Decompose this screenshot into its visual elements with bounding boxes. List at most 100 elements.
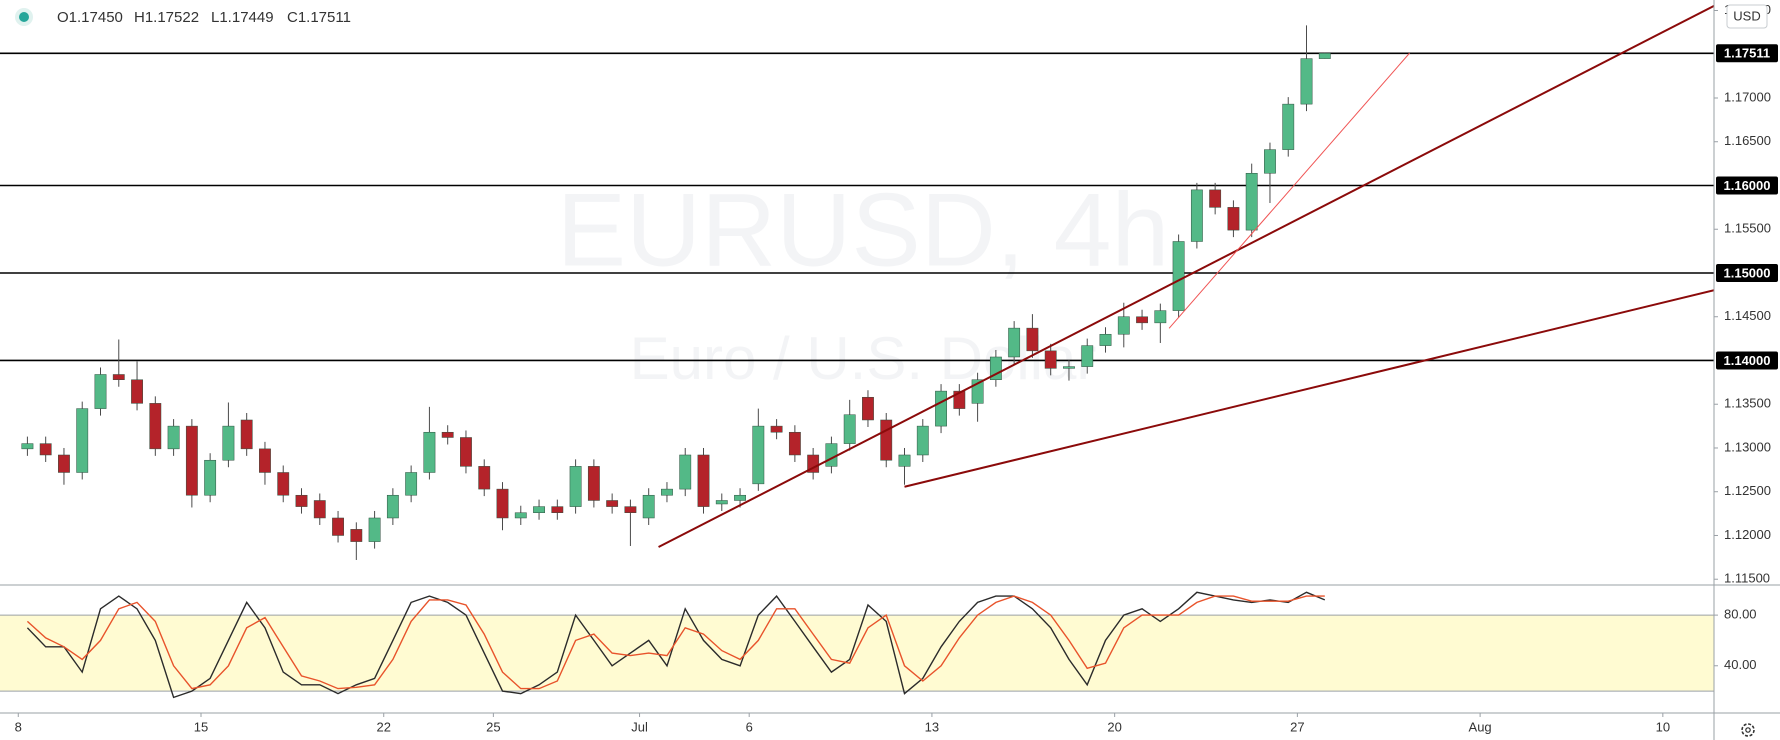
stochastic-line	[26, 595, 1325, 690]
y-tick-label: 1.12500	[1724, 483, 1771, 498]
currency-box[interactable]	[1726, 4, 1768, 29]
trendline	[658, 4, 1714, 548]
currency-label[interactable]: USD	[1733, 8, 1760, 23]
candle-body	[185, 425, 198, 496]
candle-body	[770, 425, 783, 433]
settings-gear[interactable]	[1741, 723, 1755, 737]
candle-body	[204, 459, 217, 496]
settings-button[interactable]	[1741, 723, 1755, 737]
candle-body	[332, 517, 344, 536]
candle-body	[953, 390, 966, 409]
candle-body	[131, 379, 143, 404]
candle-body	[880, 419, 893, 461]
level-label: 1.15000	[1724, 265, 1771, 280]
candle-body	[39, 443, 52, 456]
candle-body	[76, 408, 89, 473]
header-close: C1.17511	[287, 9, 351, 26]
candle-body	[661, 488, 673, 496]
trendline	[1168, 52, 1410, 329]
x-tick-label: 27	[1290, 719, 1304, 734]
candle-body	[1099, 333, 1112, 346]
level-label-box	[1716, 176, 1778, 195]
candle-body	[1227, 207, 1240, 231]
level-label-box	[1716, 351, 1778, 370]
price-pane	[0, 4, 1714, 560]
candle-body	[496, 488, 509, 519]
stochastic-pane	[0, 591, 1714, 699]
candle-body	[460, 437, 472, 467]
candle-body	[569, 466, 582, 507]
level-label: 1.16000	[1724, 178, 1771, 193]
settings-gear-hub[interactable]	[1745, 727, 1751, 733]
candle-body	[1008, 327, 1021, 358]
candle-body	[21, 443, 34, 450]
x-tick-label: 22	[376, 719, 390, 734]
candle-body	[862, 396, 874, 421]
candle-body	[1063, 366, 1075, 369]
x-tick-label: 8	[15, 719, 22, 734]
y-tick-label: 1.13500	[1724, 396, 1771, 411]
x-tick-label: 6	[746, 719, 753, 734]
y-tick-label: 1.17000	[1724, 89, 1771, 104]
candle-body	[112, 374, 125, 380]
candle-body	[350, 529, 363, 542]
candle-body	[167, 425, 180, 450]
candle-body	[441, 431, 454, 438]
candle-body	[752, 425, 765, 485]
candle-body	[405, 472, 418, 496]
header-open: O1.17450	[57, 9, 123, 26]
trendline	[904, 289, 1714, 488]
header-high: H1.17522	[134, 9, 199, 26]
x-tick-label: 10	[1656, 719, 1670, 734]
candle-body	[989, 356, 1002, 380]
candle-body	[1172, 241, 1185, 311]
candle-body	[935, 390, 947, 427]
candle-body	[1026, 327, 1039, 352]
candle-body	[1300, 58, 1313, 105]
x-tick-label: 13	[925, 719, 939, 734]
candle-body	[587, 466, 600, 501]
x-tick-label: 25	[486, 719, 500, 734]
candle-body	[788, 431, 801, 456]
y-tick-label: 1.15500	[1724, 221, 1771, 236]
x-tick-label: Aug	[1469, 719, 1492, 734]
level-label: 1.17511	[1724, 46, 1770, 61]
plot-layer	[0, 4, 1714, 699]
candle-body	[734, 494, 746, 501]
header: O1.17450 H1.17522 L1.17449 C1.17511	[15, 8, 351, 26]
candle-body	[679, 454, 692, 490]
level-label-box	[1716, 44, 1778, 63]
stochastic-band	[0, 615, 1714, 692]
stochastic-tick-label: 80.00	[1724, 607, 1757, 622]
candle-body	[533, 506, 545, 513]
candle-body	[259, 448, 271, 473]
candle-body	[368, 517, 381, 542]
candle-body	[624, 506, 637, 513]
candle-body	[1154, 310, 1167, 324]
header-low: L1.17449	[211, 9, 274, 26]
candle-body	[1044, 350, 1057, 369]
candle-body	[971, 379, 984, 404]
level-label: 1.14000	[1724, 353, 1771, 368]
candle-body	[697, 454, 710, 507]
candle-body	[94, 374, 107, 409]
candle-body	[222, 425, 235, 461]
candle-body	[1081, 345, 1094, 367]
y-tick-label: 1.12000	[1724, 527, 1771, 542]
x-tick-label: Jul	[631, 719, 648, 734]
watermark-symbol: EURUSD, 4h	[557, 172, 1170, 288]
y-tick-label: 1.14500	[1724, 308, 1771, 323]
candle-body	[240, 419, 253, 450]
candle-body	[916, 425, 929, 456]
candle-body	[1117, 316, 1130, 335]
x-tick-label: 15	[194, 719, 208, 734]
candle-body	[715, 500, 728, 505]
candle-body	[843, 414, 856, 444]
axis-overlay: 80.0040.001.180001.170001.165001.155001.…	[15, 2, 1778, 737]
candle-body	[1245, 172, 1258, 231]
y-tick-label: 1.11500	[1724, 571, 1770, 586]
candle-body	[642, 494, 655, 519]
y-tick-label: 1.16500	[1724, 133, 1771, 148]
candle-body	[606, 500, 619, 507]
candle-body	[1136, 316, 1148, 324]
